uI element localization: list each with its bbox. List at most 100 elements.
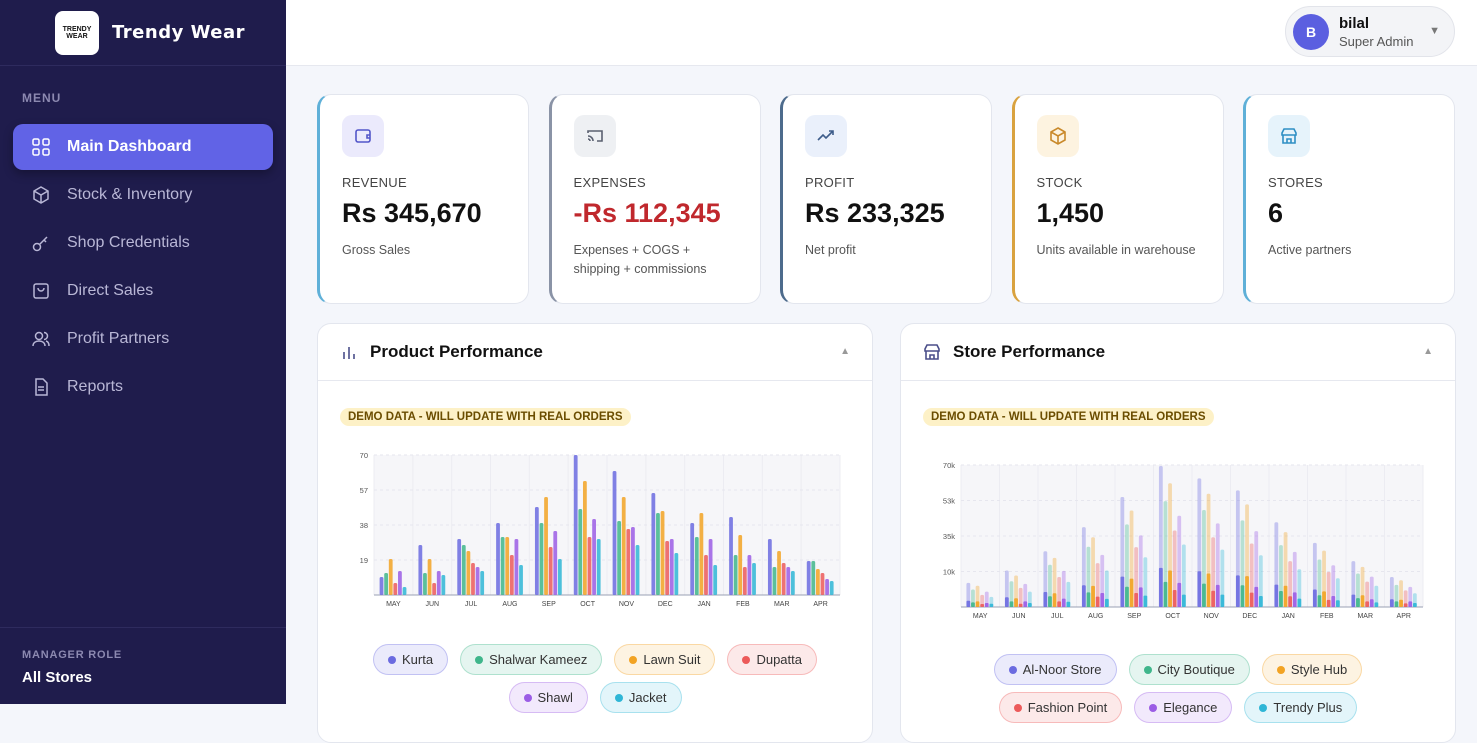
bar-inner-style-hub[interactable] xyxy=(975,601,980,607)
bar-lawn-suit[interactable] xyxy=(777,551,781,595)
brand[interactable]: TRENDY WEAR Trendy Wear xyxy=(0,0,286,66)
bar-inner-style-hub[interactable] xyxy=(1206,573,1211,607)
bar-dupatta[interactable] xyxy=(781,563,786,595)
bar-inner-city-boutique[interactable] xyxy=(1048,596,1052,607)
bar-jacket[interactable] xyxy=(790,571,795,595)
legend-item[interactable]: Kurta xyxy=(373,644,449,675)
bar-dupatta[interactable] xyxy=(820,573,825,595)
bar-shalwar-kameez[interactable] xyxy=(500,537,505,595)
bar-shawl[interactable] xyxy=(553,531,558,595)
bar-kurta[interactable] xyxy=(651,493,656,595)
bar-inner-elegance[interactable] xyxy=(1138,587,1143,607)
panel-header[interactable]: Store Performance xyxy=(901,324,1455,381)
bar-inner-style-hub[interactable] xyxy=(1283,585,1288,607)
bar-jacket[interactable] xyxy=(402,587,407,595)
bar-inner-fashion-point[interactable] xyxy=(1326,599,1331,607)
bar-shawl[interactable] xyxy=(436,571,441,595)
bar-lawn-suit[interactable] xyxy=(699,513,704,595)
bar-shawl[interactable] xyxy=(514,539,519,595)
bar-inner-trendy-plus[interactable] xyxy=(1143,595,1148,607)
bar-inner-trendy-plus[interactable] xyxy=(989,603,994,607)
bar-dupatta[interactable] xyxy=(665,541,670,595)
bar-lawn-suit[interactable] xyxy=(388,559,393,595)
bar-inner-elegance[interactable] xyxy=(1023,601,1028,607)
bar-shawl[interactable] xyxy=(592,519,596,595)
sidebar-item-profit-partners[interactable]: Profit Partners xyxy=(13,316,273,362)
bar-lawn-suit[interactable] xyxy=(544,497,548,595)
bar-shawl[interactable] xyxy=(747,555,752,595)
legend-item[interactable]: Dupatta xyxy=(727,644,817,675)
bar-inner-style-hub[interactable] xyxy=(1052,593,1057,607)
bar-jacket[interactable] xyxy=(713,565,718,595)
bar-inner-fashion-point[interactable] xyxy=(1288,596,1293,607)
bar-inner-style-hub[interactable] xyxy=(1245,576,1249,607)
bar-dupatta[interactable] xyxy=(626,529,631,595)
bar-shawl[interactable] xyxy=(669,539,674,595)
bar-jacket[interactable] xyxy=(519,565,523,595)
bar-inner-al-noor-store[interactable] xyxy=(1197,571,1202,607)
bar-inner-city-boutique[interactable] xyxy=(1086,592,1091,607)
bar-inner-elegance[interactable] xyxy=(984,602,989,607)
bar-trendy-plus[interactable] xyxy=(1374,585,1379,607)
bar-kurta[interactable] xyxy=(457,539,462,595)
bar-shalwar-kameez[interactable] xyxy=(733,555,738,595)
bar-jacket[interactable] xyxy=(752,563,756,595)
legend-item[interactable]: Shalwar Kameez xyxy=(460,644,603,675)
bar-shawl[interactable] xyxy=(475,567,480,595)
bar-kurta[interactable] xyxy=(418,545,423,595)
bar-shalwar-kameez[interactable] xyxy=(578,509,583,595)
bar-jacket[interactable] xyxy=(441,575,446,595)
bar-inner-al-noor-store[interactable] xyxy=(1312,589,1317,607)
bar-jacket[interactable] xyxy=(557,559,562,595)
bar-inner-style-hub[interactable] xyxy=(1360,595,1365,607)
bar-city-boutique[interactable] xyxy=(1163,501,1168,607)
bar-fashion-point[interactable] xyxy=(1057,576,1062,607)
bar-trendy-plus[interactable] xyxy=(1220,549,1225,607)
bar-trendy-plus[interactable] xyxy=(1143,557,1148,607)
bar-inner-city-boutique[interactable] xyxy=(1394,601,1399,607)
bar-lawn-suit[interactable] xyxy=(660,511,665,595)
bar-jacket[interactable] xyxy=(480,571,485,595)
bar-inner-fashion-point[interactable] xyxy=(1172,589,1177,607)
bar-elegance[interactable] xyxy=(1061,570,1066,607)
bar-inner-elegance[interactable] xyxy=(1177,582,1182,607)
bar-kurta[interactable] xyxy=(534,507,539,595)
panel-header[interactable]: Product Performance xyxy=(318,324,872,381)
bar-kurta[interactable] xyxy=(573,455,578,595)
bar-inner-al-noor-store[interactable] xyxy=(1274,584,1279,607)
bar-fashion-point[interactable] xyxy=(1134,547,1139,607)
bar-dupatta[interactable] xyxy=(548,547,553,595)
bar-inner-al-noor-store[interactable] xyxy=(1389,599,1394,607)
bar-inner-elegance[interactable] xyxy=(1408,601,1413,607)
bar-shalwar-kameez[interactable] xyxy=(694,537,699,595)
bar-inner-trendy-plus[interactable] xyxy=(1104,598,1109,607)
user-menu[interactable]: B bilal Super Admin ▼ xyxy=(1285,6,1455,57)
bar-kurta[interactable] xyxy=(806,561,811,595)
bar-city-boutique[interactable] xyxy=(1317,559,1322,607)
bar-inner-city-boutique[interactable] xyxy=(971,602,975,607)
bar-shalwar-kameez[interactable] xyxy=(617,521,622,595)
legend-item[interactable]: City Boutique xyxy=(1128,654,1250,685)
bar-inner-trendy-plus[interactable] xyxy=(1027,602,1032,607)
bar-inner-fashion-point[interactable] xyxy=(1057,601,1062,607)
legend-item[interactable]: Lawn Suit xyxy=(614,644,716,675)
bar-fashion-point[interactable] xyxy=(1249,543,1254,607)
bar-shawl[interactable] xyxy=(825,579,829,595)
legend-item[interactable]: Shawl xyxy=(508,682,588,713)
bar-shalwar-kameez[interactable] xyxy=(384,573,389,595)
bar-lawn-suit[interactable] xyxy=(505,537,510,595)
bar-inner-al-noor-store[interactable] xyxy=(1158,567,1163,607)
bar-inner-style-hub[interactable] xyxy=(1168,570,1172,607)
bar-inner-fashion-point[interactable] xyxy=(1018,603,1023,607)
sidebar-item-main-dashboard[interactable]: Main Dashboard xyxy=(13,124,273,170)
bar-inner-trendy-plus[interactable] xyxy=(1335,600,1340,607)
bar-kurta[interactable] xyxy=(767,539,772,595)
bar-trendy-plus[interactable] xyxy=(1104,570,1109,607)
bar-shalwar-kameez[interactable] xyxy=(461,545,466,595)
bar-fashion-point[interactable] xyxy=(1018,587,1023,607)
bar-inner-al-noor-store[interactable] xyxy=(1004,597,1009,607)
bar-inner-fashion-point[interactable] xyxy=(1365,601,1370,607)
bar-shawl[interactable] xyxy=(631,527,635,595)
bar-inner-city-boutique[interactable] xyxy=(1279,590,1283,607)
bar-elegance[interactable] xyxy=(1023,583,1028,607)
